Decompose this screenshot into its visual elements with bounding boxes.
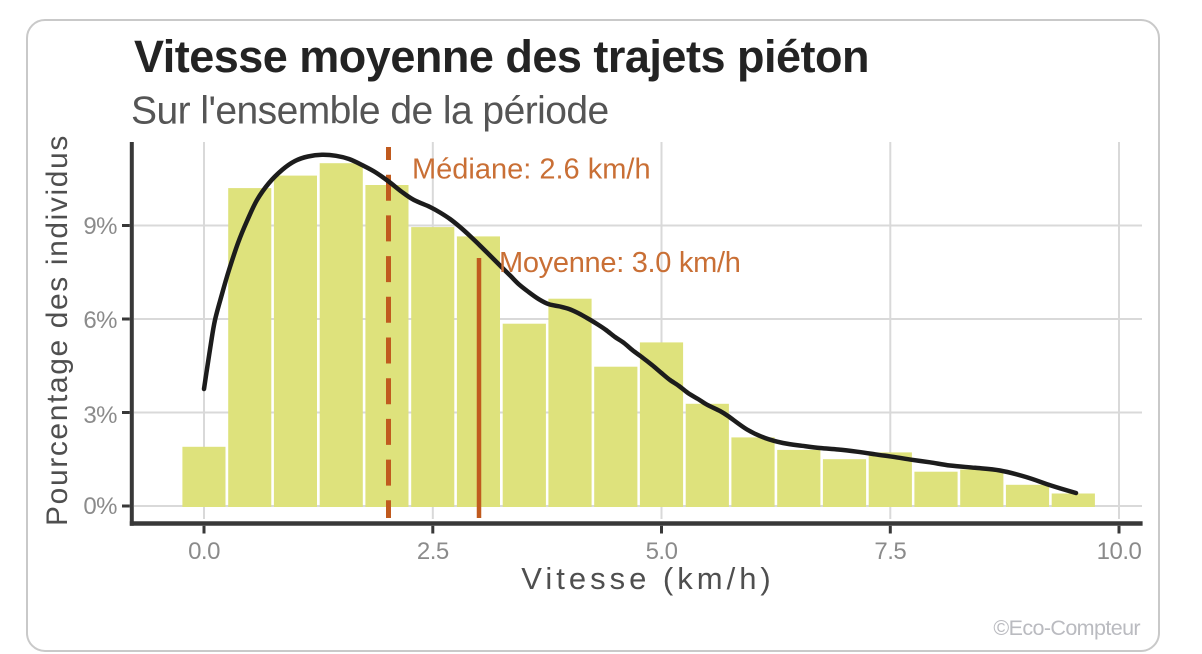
- svg-text:©Eco-Compteur: ©Eco-Compteur: [993, 616, 1140, 640]
- svg-text:Sur l'ensemble de la période: Sur l'ensemble de la période: [131, 90, 609, 133]
- svg-text:Médiane: 2.6 km/h: Médiane: 2.6 km/h: [412, 154, 651, 186]
- svg-text:2.5: 2.5: [417, 538, 449, 565]
- svg-text:Vitesse moyenne des trajets pi: Vitesse moyenne des trajets piéton: [134, 31, 869, 82]
- svg-text:10.0: 10.0: [1097, 538, 1142, 565]
- svg-text:0%: 0%: [83, 493, 117, 520]
- svg-text:5.0: 5.0: [646, 538, 678, 565]
- svg-text:6%: 6%: [83, 307, 117, 334]
- svg-text:Moyenne: 3.0 km/h: Moyenne: 3.0 km/h: [499, 247, 741, 279]
- svg-text:Vitesse (km/h): Vitesse (km/h): [521, 561, 775, 596]
- svg-text:0.0: 0.0: [188, 538, 220, 565]
- svg-text:9%: 9%: [83, 213, 117, 240]
- svg-text:Pourcentage des individus: Pourcentage des individus: [41, 134, 74, 526]
- svg-text:7.5: 7.5: [874, 538, 906, 565]
- svg-text:3%: 3%: [83, 402, 117, 429]
